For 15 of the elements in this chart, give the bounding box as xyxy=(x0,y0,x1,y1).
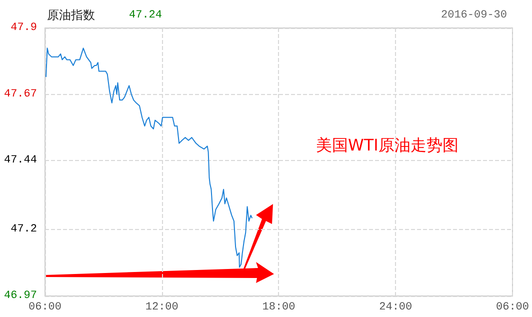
line-series xyxy=(45,48,253,268)
chart-subtitle: 47.24 xyxy=(129,10,162,22)
y-tick-label: 47.2 xyxy=(10,224,37,236)
x-tick-label: 06:00 xyxy=(496,302,530,314)
y-tick-label: 47.44 xyxy=(4,154,38,167)
x-tick-label: 18:00 xyxy=(262,302,296,314)
text: 2016-09-30 xyxy=(440,10,508,22)
y-tick-label: 47.67 xyxy=(4,88,37,100)
y-tick-label: 46.97 xyxy=(4,290,37,302)
x-tick-label: 12:00 xyxy=(145,302,178,314)
chart-title: 原油指数 xyxy=(47,8,95,22)
x-tick-label: 06:00 xyxy=(28,302,62,314)
x-tick-label: 24:00 xyxy=(379,302,412,314)
y-tick-label: 47.9 xyxy=(10,22,37,34)
annotation: 美国WTI原油走势图 xyxy=(316,136,458,154)
